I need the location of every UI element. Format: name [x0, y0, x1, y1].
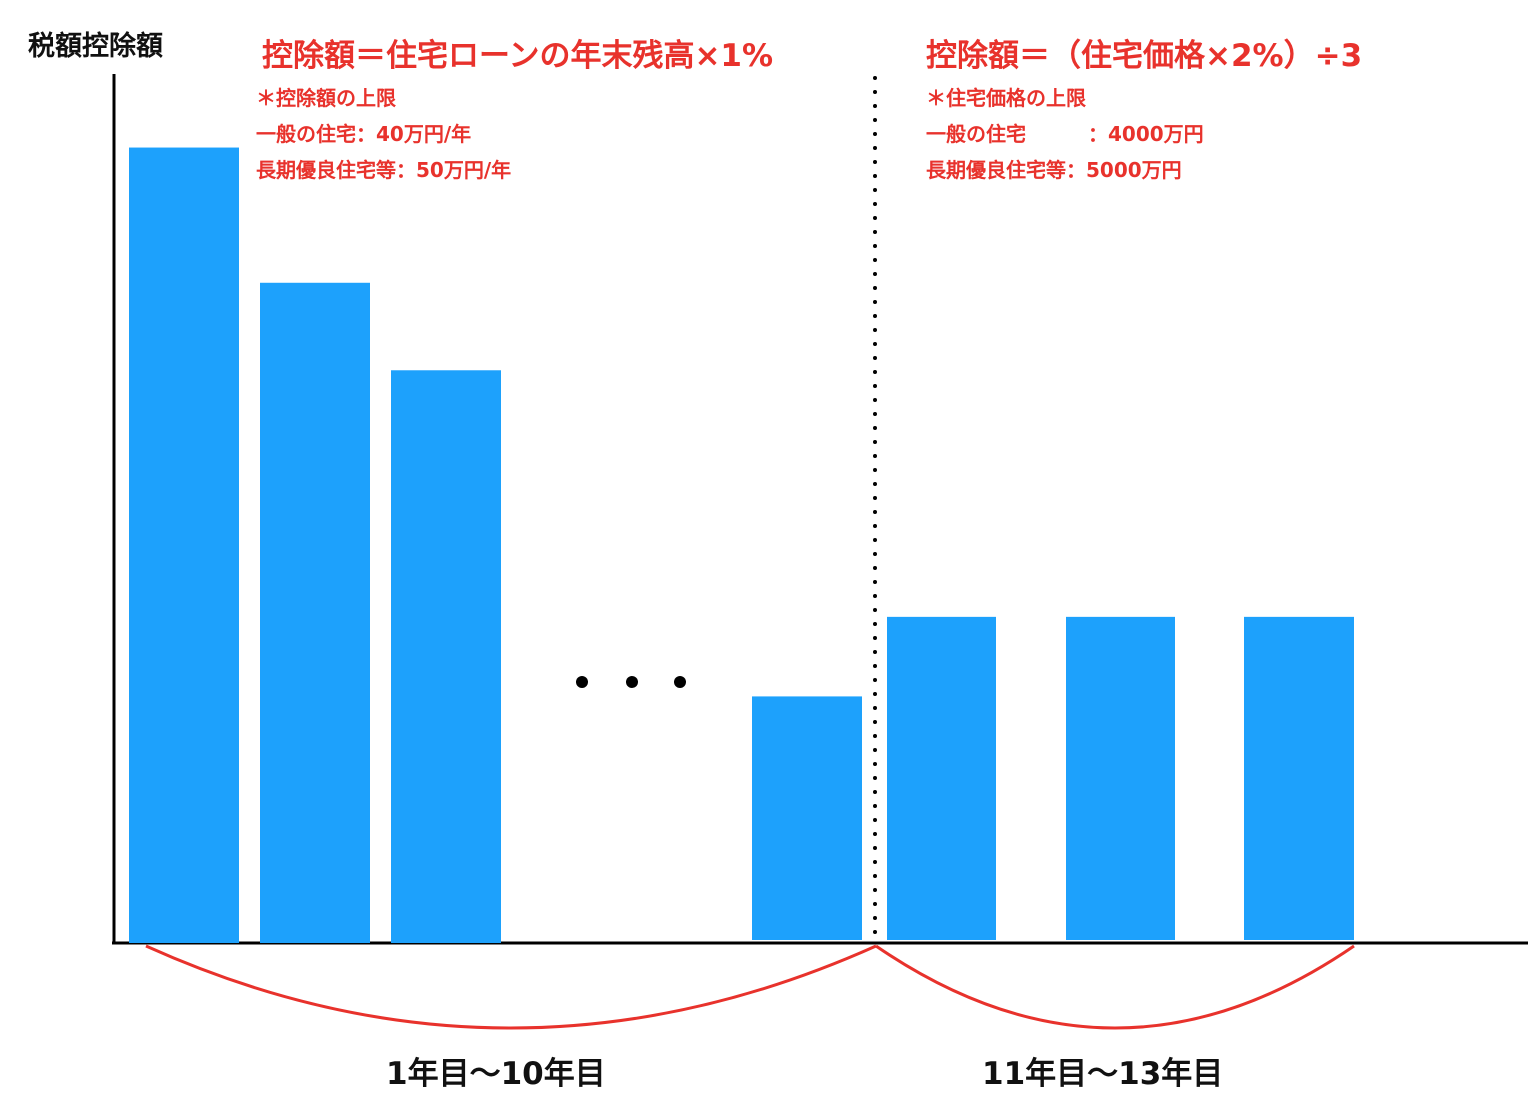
note-line-long-term: 長期優良住宅等：50万円/年	[256, 158, 512, 182]
ellipsis-dot-3	[674, 676, 686, 688]
note-general-value: ：4000万円	[1088, 122, 1204, 146]
period-brace-right	[875, 944, 1355, 1030]
ellipsis-dot-1	[576, 676, 588, 688]
note-line-general: 一般の住宅：40万円/年	[256, 122, 472, 146]
bar-13年目	[1244, 616, 1354, 940]
y-axis-title: 税額控除額	[28, 31, 163, 62]
note-line-title: ＊住宅価格の上限	[926, 86, 1086, 110]
note-deduction-limits: ＊控除額の上限 一般の住宅：40万円/年 長期優良住宅等：50万円/年	[256, 80, 511, 188]
bar-3年目	[391, 370, 501, 944]
bar-2年目	[260, 282, 370, 944]
bar-12年目	[1066, 616, 1175, 940]
note-line-general: 一般の住宅 ：4000万円	[926, 116, 1204, 152]
period-label-1-10: 1年目〜10年目	[386, 1056, 606, 1092]
bars-group	[129, 147, 1354, 944]
period-label-11-13: 11年目〜13年目	[982, 1056, 1224, 1092]
note-price-limits: ＊住宅価格の上限 一般の住宅 ：4000万円 長期優良住宅等：5000万円	[926, 80, 1204, 188]
bar-10年目	[752, 696, 862, 940]
note-general-label: 一般の住宅	[926, 122, 1026, 146]
note-line-long-term: 長期優良住宅等：5000万円	[926, 158, 1182, 182]
formula-years-11-13: 控除額＝（住宅価格×2%）÷3	[926, 38, 1363, 74]
bar-1年目	[129, 147, 239, 943]
note-line-title: ＊控除額の上限	[256, 86, 396, 110]
bar-11年目	[887, 616, 996, 940]
ellipsis-dot-2	[626, 676, 638, 688]
formula-years-1-10: 控除額＝住宅ローンの年末残高×1%	[262, 38, 774, 74]
ellipsis-dots	[576, 676, 686, 688]
period-brace-left	[145, 944, 877, 1030]
